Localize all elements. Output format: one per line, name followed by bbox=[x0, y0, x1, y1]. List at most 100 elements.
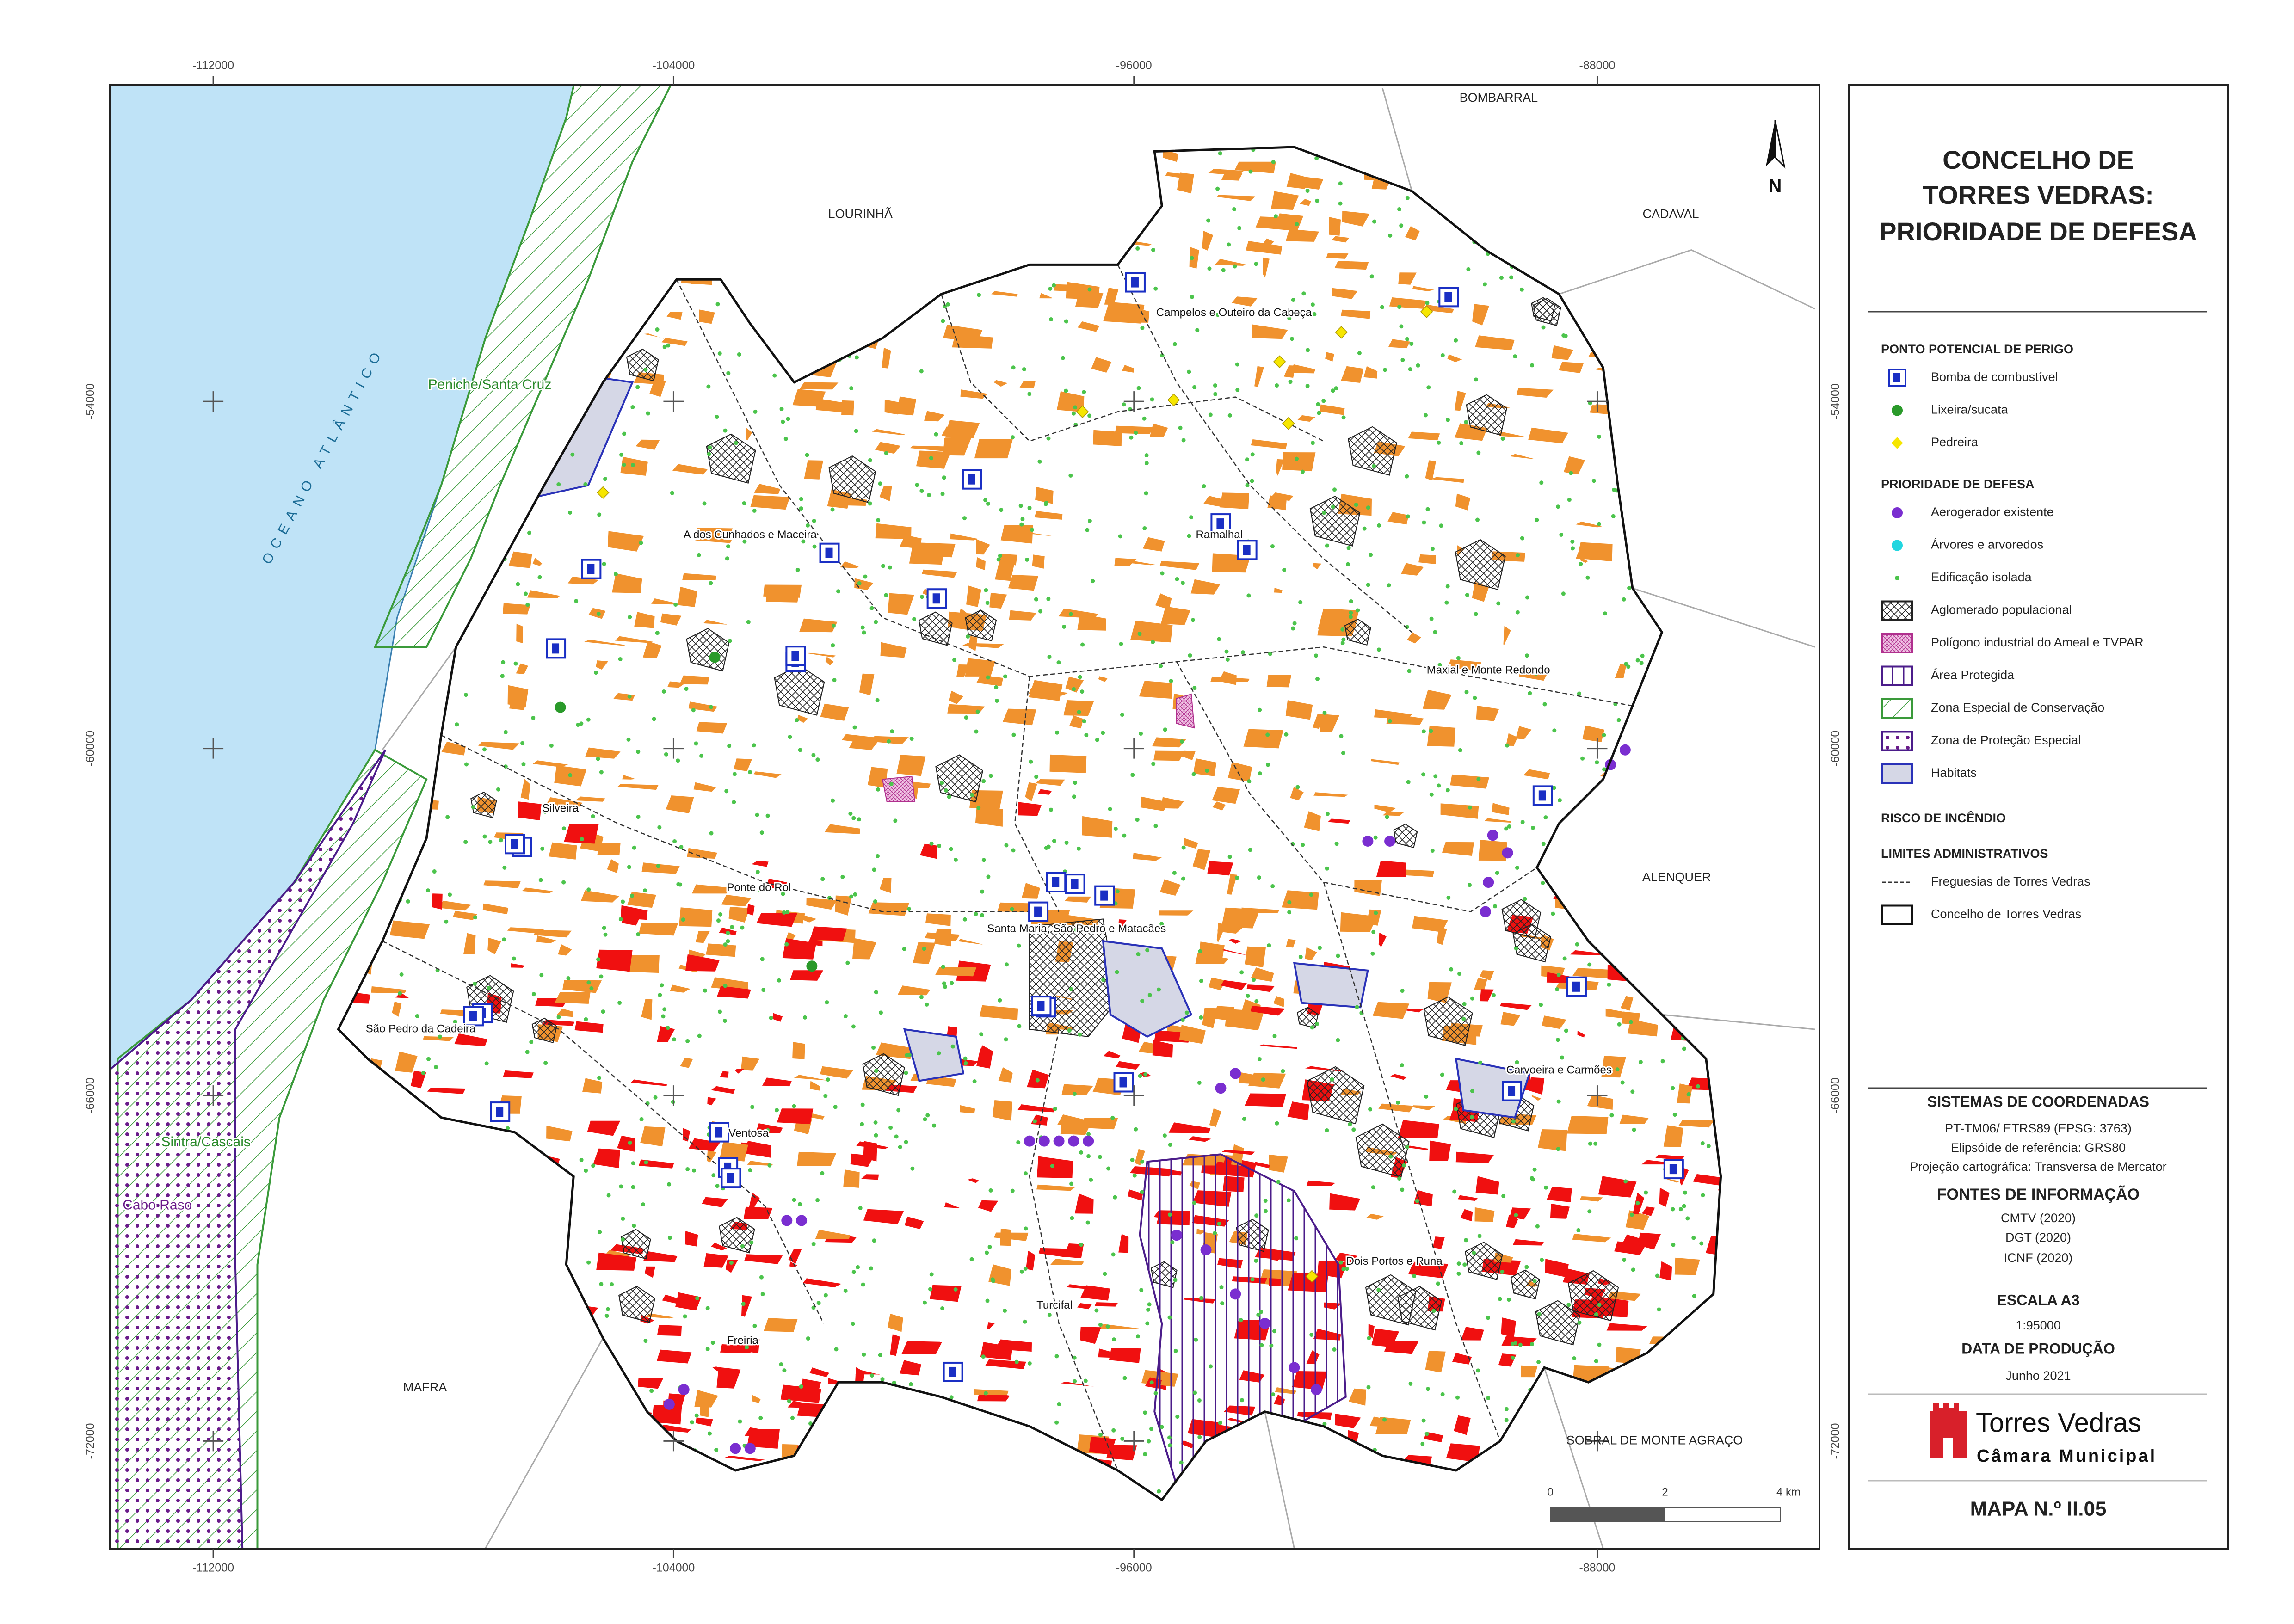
isolated-building bbox=[740, 925, 745, 930]
risk-patch bbox=[1231, 296, 1258, 307]
settlement bbox=[1466, 394, 1507, 436]
isolated-building bbox=[1644, 1190, 1648, 1195]
isolated-building bbox=[699, 753, 704, 758]
isolated-building bbox=[1145, 1321, 1150, 1326]
isolated-building bbox=[1416, 363, 1420, 368]
isolated-building bbox=[1354, 1259, 1358, 1264]
isolated-building bbox=[1215, 186, 1220, 191]
isolated-building bbox=[1516, 553, 1520, 558]
fuel-pump-icon bbox=[1216, 518, 1224, 529]
risk-patch bbox=[1408, 431, 1440, 441]
settlement bbox=[1365, 1274, 1417, 1326]
isolated-building bbox=[745, 1345, 749, 1350]
isolated-building bbox=[1085, 1220, 1090, 1225]
parish-label: Maxial e Monte Redondo bbox=[1427, 664, 1550, 676]
isolated-building bbox=[655, 631, 660, 635]
risk-patch bbox=[1285, 700, 1313, 720]
isolated-building bbox=[1456, 1271, 1461, 1276]
isolated-building bbox=[1593, 1141, 1598, 1146]
isolated-building bbox=[619, 1184, 623, 1189]
risk-patch bbox=[1558, 362, 1584, 373]
habitat bbox=[1293, 962, 1369, 1009]
settlement bbox=[706, 433, 756, 484]
risk-patch bbox=[607, 859, 619, 874]
grid-cross bbox=[1587, 1085, 1608, 1106]
isolated-building bbox=[1056, 660, 1061, 665]
risk-patch bbox=[1551, 345, 1573, 360]
risk-patch bbox=[1300, 199, 1311, 206]
risk-patch bbox=[580, 890, 619, 903]
isolated-building bbox=[1315, 677, 1320, 681]
risk-patch bbox=[555, 992, 591, 1004]
risk-patch bbox=[637, 1378, 664, 1389]
risk-patch bbox=[1476, 705, 1499, 721]
isolated-building bbox=[796, 567, 800, 572]
risk-patch bbox=[913, 942, 936, 964]
isolated-building bbox=[1076, 846, 1081, 851]
isolated-building bbox=[1462, 1016, 1466, 1021]
risk-patch bbox=[752, 861, 769, 867]
isolated-building bbox=[1190, 618, 1195, 622]
isolated-building bbox=[970, 793, 974, 797]
settlement bbox=[862, 1053, 905, 1096]
fuel-pump-icon bbox=[1071, 879, 1079, 889]
isolated-building bbox=[1259, 1343, 1264, 1347]
isolated-building bbox=[1405, 196, 1410, 200]
isolated-building bbox=[596, 757, 600, 761]
isolated-building bbox=[448, 892, 452, 897]
risk-patch bbox=[1455, 1151, 1494, 1163]
risk-patch bbox=[843, 1169, 860, 1188]
risk-patch bbox=[667, 681, 686, 688]
risk-patch bbox=[661, 338, 688, 346]
isolated-building bbox=[672, 1037, 677, 1042]
isolated-building bbox=[1429, 792, 1434, 797]
isolated-building bbox=[1349, 610, 1353, 615]
isolated-building bbox=[1298, 954, 1303, 959]
risk-patch bbox=[1403, 1455, 1432, 1464]
risk-patch bbox=[693, 528, 733, 543]
risk-patch bbox=[1290, 364, 1316, 374]
isolated-building bbox=[1173, 1348, 1178, 1353]
isolated-building bbox=[1030, 528, 1034, 532]
isolated-building bbox=[1315, 198, 1320, 203]
risk-patch bbox=[1035, 779, 1065, 786]
isolated-building bbox=[843, 1288, 848, 1293]
isolated-building bbox=[1175, 1415, 1180, 1419]
scrap-yard bbox=[709, 652, 721, 663]
risk-patch bbox=[666, 795, 694, 813]
isolated-building bbox=[928, 1287, 933, 1292]
risk-patch bbox=[546, 1126, 573, 1142]
isolated-building bbox=[685, 1167, 690, 1171]
risk-patch bbox=[1258, 1044, 1297, 1049]
isolated-building bbox=[753, 409, 758, 414]
parish-label: Campelos e Outeiro da Cabeça bbox=[1156, 307, 1312, 319]
isolated-building bbox=[752, 508, 757, 513]
risk-patch bbox=[1276, 459, 1284, 476]
isolated-building bbox=[941, 319, 945, 323]
isolated-building bbox=[909, 737, 914, 741]
isolated-building bbox=[815, 757, 820, 762]
risk-patch bbox=[706, 943, 736, 957]
isolated-building bbox=[944, 788, 949, 793]
isolated-building bbox=[1686, 1092, 1691, 1096]
isolated-building bbox=[1465, 593, 1469, 597]
isolated-building bbox=[927, 493, 931, 498]
isolated-building bbox=[870, 1373, 874, 1378]
isolated-building bbox=[919, 595, 924, 599]
isolated-building bbox=[765, 813, 770, 818]
isolated-building bbox=[1233, 264, 1237, 269]
wind-turbine bbox=[1289, 1362, 1300, 1373]
isolated-building bbox=[1334, 842, 1339, 846]
isolated-building bbox=[1376, 1287, 1381, 1292]
fuel-pump-icon bbox=[1508, 1086, 1516, 1096]
isolated-building bbox=[1136, 386, 1141, 390]
legend-title: CONCELHO DE bbox=[1942, 145, 2134, 174]
isolated-building bbox=[722, 1019, 727, 1023]
isolated-building bbox=[1611, 514, 1616, 518]
risk-patch bbox=[897, 985, 931, 996]
isolated-building bbox=[1504, 826, 1509, 831]
wind-turbine bbox=[1083, 1135, 1094, 1147]
wind-turbine bbox=[1311, 1384, 1322, 1396]
risk-patch bbox=[640, 1126, 666, 1147]
